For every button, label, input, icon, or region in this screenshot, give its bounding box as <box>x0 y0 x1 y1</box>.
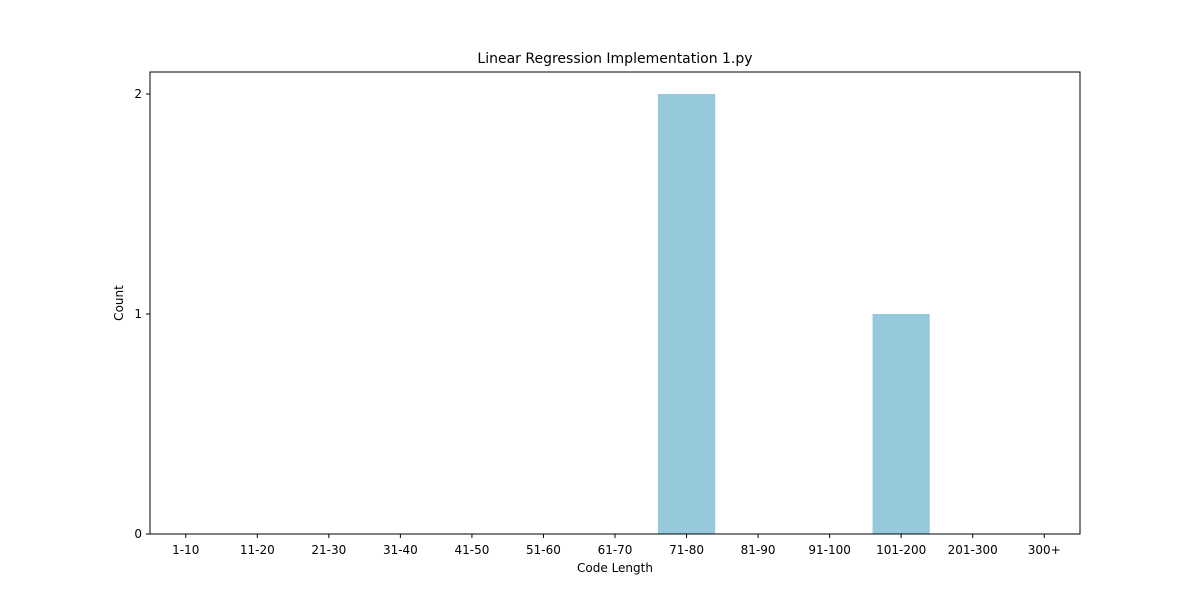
x-tick-label: 91-100 <box>808 543 851 557</box>
y-tick-label: 1 <box>134 307 142 321</box>
bars-group <box>657 94 930 534</box>
x-tick-label: 101-200 <box>876 543 926 557</box>
x-axis-label: Code Length <box>577 561 653 575</box>
y-tick-label: 2 <box>134 87 142 101</box>
bar-71-80 <box>657 94 716 534</box>
y-axis-ticks: 0 1 2 <box>134 87 150 541</box>
x-tick-label: 21-30 <box>311 543 346 557</box>
x-tick-label: 300+ <box>1028 543 1061 557</box>
x-tick-label: 1-10 <box>172 543 199 557</box>
y-axis-label: Count <box>112 285 126 321</box>
plot-area-frame <box>149 71 1081 535</box>
x-tick-label: 51-60 <box>526 543 561 557</box>
x-axis-ticks: 1-10 11-20 21-30 31-40 41-50 51-60 61-70 71-80 8… <box>172 534 1061 557</box>
y-tick-label: 0 <box>134 527 142 541</box>
x-tick-label: 71-80 <box>669 543 704 557</box>
bar-101-200 <box>872 314 930 534</box>
x-tick-label: 11-20 <box>240 543 275 557</box>
x-tick-label: 31-40 <box>383 543 418 557</box>
chart-title: Linear Regression Implementation 1.py <box>477 51 752 67</box>
x-tick-label: 41-50 <box>454 543 489 557</box>
x-tick-label: 81-90 <box>741 543 776 557</box>
x-tick-label: 61-70 <box>598 543 633 557</box>
x-tick-label: 201-300 <box>948 543 998 557</box>
